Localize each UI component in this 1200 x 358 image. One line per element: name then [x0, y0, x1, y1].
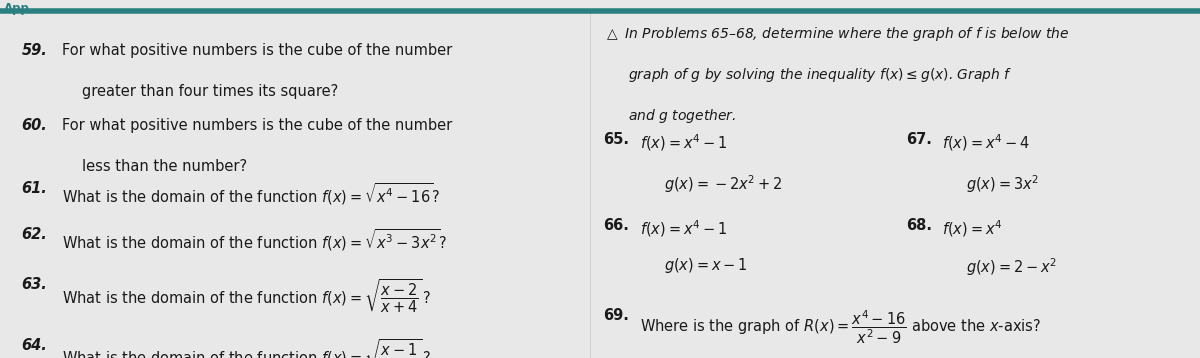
- Text: $g(x) = -2x^2 + 2$: $g(x) = -2x^2 + 2$: [664, 174, 782, 195]
- Text: App: App: [4, 2, 30, 15]
- Text: $f(x) = x^4$: $f(x) = x^4$: [942, 218, 1002, 239]
- Text: 61.: 61.: [22, 181, 47, 196]
- Text: 59.: 59.: [22, 43, 47, 58]
- Text: $\triangle$ In Problems 65–68, determine where the graph of $f$ is below the: $\triangle$ In Problems 65–68, determine…: [604, 25, 1069, 43]
- Text: $f(x) = x^4 - 1$: $f(x) = x^4 - 1$: [640, 132, 727, 153]
- Text: greater than four times its square?: greater than four times its square?: [82, 84, 338, 99]
- Text: 63.: 63.: [22, 277, 47, 292]
- Text: What is the domain of the function $f(x) = \sqrt{x^3 - 3x^2}$?: What is the domain of the function $f(x)…: [62, 227, 448, 253]
- Text: $f(x) = x^4 - 1$: $f(x) = x^4 - 1$: [640, 218, 727, 239]
- Text: $g(x) = 2 - x^2$: $g(x) = 2 - x^2$: [966, 256, 1057, 278]
- Text: $g(x) = 3x^2$: $g(x) = 3x^2$: [966, 174, 1039, 195]
- Text: 68.: 68.: [906, 218, 932, 233]
- Text: Where is the graph of $R(x) = \dfrac{x^4 - 16}{x^2 - 9}$ above the $x$-axis?: Where is the graph of $R(x) = \dfrac{x^4…: [640, 308, 1040, 346]
- Text: What is the domain of the function $f(x) = \sqrt{\dfrac{x-2}{x+4}}\,$?: What is the domain of the function $f(x)…: [62, 277, 432, 315]
- Text: What is the domain of the function $f(x) = \sqrt{\dfrac{x-1}{x+4}}\,$?: What is the domain of the function $f(x)…: [62, 338, 432, 358]
- Text: less than the number?: less than the number?: [82, 159, 247, 174]
- Text: For what positive numbers is the cube of the number: For what positive numbers is the cube of…: [62, 43, 452, 58]
- Text: $g(x) = x - 1$: $g(x) = x - 1$: [664, 256, 748, 275]
- Text: 66.: 66.: [604, 218, 630, 233]
- Text: 65.: 65.: [604, 132, 630, 147]
- Text: $f(x) = x^4 - 4$: $f(x) = x^4 - 4$: [942, 132, 1030, 153]
- Text: 62.: 62.: [22, 227, 47, 242]
- Text: and $g$ together.: and $g$ together.: [628, 107, 736, 125]
- Text: What is the domain of the function $f(x) = \sqrt{x^4 - 16}$?: What is the domain of the function $f(x)…: [62, 181, 440, 207]
- Text: 67.: 67.: [906, 132, 932, 147]
- Text: For what positive numbers is the cube of the number: For what positive numbers is the cube of…: [62, 118, 452, 133]
- Text: 60.: 60.: [22, 118, 47, 133]
- Text: graph of $g$ by solving the inequality $f(x) \leq g(x)$. Graph $f$: graph of $g$ by solving the inequality $…: [628, 66, 1012, 84]
- Text: 64.: 64.: [22, 338, 47, 353]
- Text: 69.: 69.: [604, 308, 630, 323]
